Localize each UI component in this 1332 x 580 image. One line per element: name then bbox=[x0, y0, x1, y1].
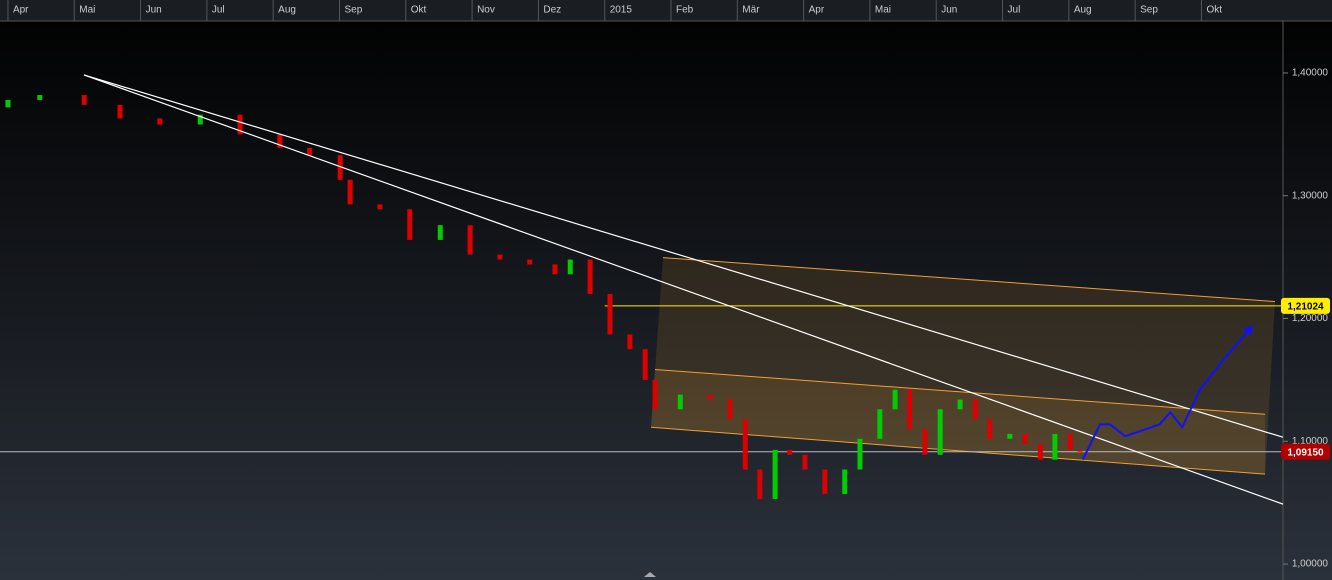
channel-line bbox=[662, 257, 1276, 303]
candle bbox=[892, 389, 898, 410]
candle bbox=[787, 449, 793, 455]
candle bbox=[937, 409, 943, 455]
x-tick-label: Okt bbox=[1206, 5, 1222, 16]
candle bbox=[81, 95, 87, 105]
x-tick-label: Dez bbox=[543, 5, 561, 16]
candle bbox=[707, 394, 713, 400]
candle bbox=[822, 469, 828, 495]
x-tick-label: Aug bbox=[278, 5, 296, 16]
candle bbox=[1077, 449, 1083, 452]
candle bbox=[842, 469, 848, 495]
candle bbox=[877, 409, 883, 439]
candle bbox=[337, 155, 343, 180]
candle bbox=[527, 259, 533, 265]
candle bbox=[277, 134, 283, 148]
y-tick-label: 1,40000 bbox=[1292, 68, 1329, 79]
scroll-button[interactable] bbox=[644, 572, 656, 577]
x-tick-label: Mär bbox=[742, 5, 760, 16]
candle bbox=[37, 95, 43, 100]
candle bbox=[772, 449, 778, 499]
candle bbox=[307, 147, 313, 156]
candle bbox=[5, 99, 11, 108]
candle bbox=[677, 394, 683, 410]
candle bbox=[1037, 443, 1043, 460]
x-tick-label: 2015 bbox=[610, 5, 633, 16]
x-tick-label: Jul bbox=[212, 5, 225, 16]
candle bbox=[987, 419, 993, 439]
channel-zone bbox=[650, 257, 1276, 475]
x-tick-label: Nov bbox=[477, 5, 495, 16]
candle bbox=[237, 114, 243, 135]
candle bbox=[642, 349, 648, 380]
candle bbox=[497, 254, 503, 260]
price-label: 1,09150 bbox=[1287, 447, 1324, 458]
candle bbox=[857, 438, 863, 470]
x-tick-label: Jun bbox=[941, 5, 957, 16]
candle bbox=[587, 259, 593, 294]
candle bbox=[972, 399, 978, 420]
y-tick-label: 1,10000 bbox=[1292, 436, 1329, 447]
candle bbox=[552, 264, 558, 275]
candle bbox=[742, 419, 748, 470]
x-tick-label: Mai bbox=[875, 5, 891, 16]
candle bbox=[467, 225, 473, 255]
candle bbox=[197, 114, 203, 125]
x-tick-label: Okt bbox=[411, 5, 427, 16]
candle bbox=[1022, 433, 1028, 444]
candle bbox=[607, 293, 613, 335]
y-tick-label: 1,00000 bbox=[1292, 559, 1329, 570]
x-tick-label: Jul bbox=[1008, 5, 1021, 16]
candle bbox=[407, 209, 413, 240]
candle bbox=[1052, 433, 1058, 460]
candle bbox=[757, 469, 763, 499]
price-label: 1,21024 bbox=[1287, 302, 1324, 313]
candle bbox=[117, 104, 123, 119]
y-tick-label: 1,20000 bbox=[1292, 313, 1329, 324]
candle bbox=[957, 399, 963, 410]
y-tick-label: 1,30000 bbox=[1292, 190, 1329, 201]
channel-line bbox=[650, 426, 1266, 475]
x-tick-label: Feb bbox=[676, 5, 694, 16]
axes: Apr Mai Jun Jul Aug Sep Okt Nov Dez 2015 Feb Mär Apr… bbox=[7, 0, 1330, 570]
candle bbox=[157, 118, 163, 125]
price-label-box bbox=[1281, 443, 1330, 460]
candle bbox=[437, 225, 443, 240]
candle bbox=[652, 379, 658, 410]
candle bbox=[627, 334, 633, 350]
plot bbox=[0, 74, 1284, 505]
candle bbox=[922, 428, 928, 455]
candle bbox=[1007, 433, 1013, 439]
x-tick-label: Sep bbox=[344, 5, 362, 16]
candle bbox=[802, 454, 808, 470]
candle bbox=[907, 389, 913, 429]
trend-line bbox=[83, 74, 1284, 438]
x-tick-label: Apr bbox=[13, 5, 29, 16]
x-tick-label: Aug bbox=[1074, 5, 1092, 16]
price-label-box bbox=[1281, 297, 1330, 314]
candle bbox=[347, 179, 353, 205]
x-tick-label: Mai bbox=[79, 5, 95, 16]
channel-zone bbox=[650, 369, 1266, 475]
candle bbox=[377, 204, 383, 210]
x-tick-label: Jun bbox=[146, 5, 162, 16]
candle bbox=[727, 399, 733, 420]
trend-line bbox=[83, 74, 1284, 505]
channel-line bbox=[654, 368, 1266, 415]
candle bbox=[1067, 433, 1073, 450]
x-tick-label: Sep bbox=[1140, 5, 1158, 16]
projection-path bbox=[1081, 324, 1254, 461]
time-axis-bar bbox=[0, 0, 1332, 21]
candle bbox=[567, 259, 573, 275]
x-tick-label: Apr bbox=[809, 5, 825, 16]
